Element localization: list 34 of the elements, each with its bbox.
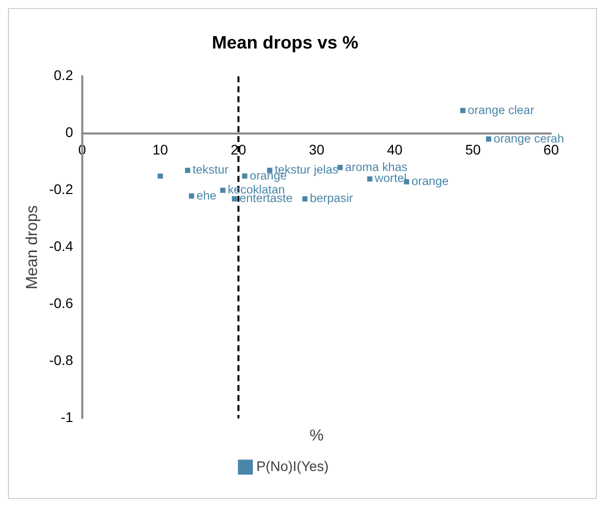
point [158, 173, 163, 179]
x-tick-label: 30 [308, 142, 325, 158]
y-axis-title: Mean drops [24, 205, 41, 290]
annotation: orange clear [468, 102, 534, 117]
annotation: aroma khas [345, 160, 408, 174]
x-tick-label: 50 [465, 142, 481, 158]
y-tick-label: -1 [60, 409, 74, 426]
point [267, 168, 272, 173]
point [185, 168, 190, 173]
point [367, 176, 372, 182]
point [232, 196, 238, 202]
y-tick-label: -0.4 [49, 238, 74, 254]
annotation: orange [412, 174, 450, 188]
annotation: berpasir [310, 191, 354, 206]
point [242, 173, 248, 179]
y-tick-label: -0.6 [49, 295, 74, 312]
point [220, 188, 226, 193]
x-tick-label: 40 [387, 142, 403, 158]
legend-label: P(No)I(Yes) [256, 458, 329, 474]
point [188, 193, 194, 199]
y-tick-label: 0 [65, 124, 74, 140]
annotation: ehe [196, 188, 217, 202]
point [460, 108, 466, 114]
x-tick-label: 20 [230, 142, 246, 158]
annotation: tekstur [192, 162, 228, 177]
x-axis-title: % [310, 428, 324, 445]
point [302, 196, 308, 202]
annotation: wortel [374, 171, 407, 186]
y-tick-label: -0.2 [49, 181, 74, 198]
point [486, 136, 492, 142]
y-tick-label: -0.8 [49, 352, 74, 368]
chart-title: Mean drops vs % [212, 32, 358, 53]
x-tick-label: 10 [152, 142, 168, 158]
y-tick-label: 0.2 [54, 67, 74, 84]
